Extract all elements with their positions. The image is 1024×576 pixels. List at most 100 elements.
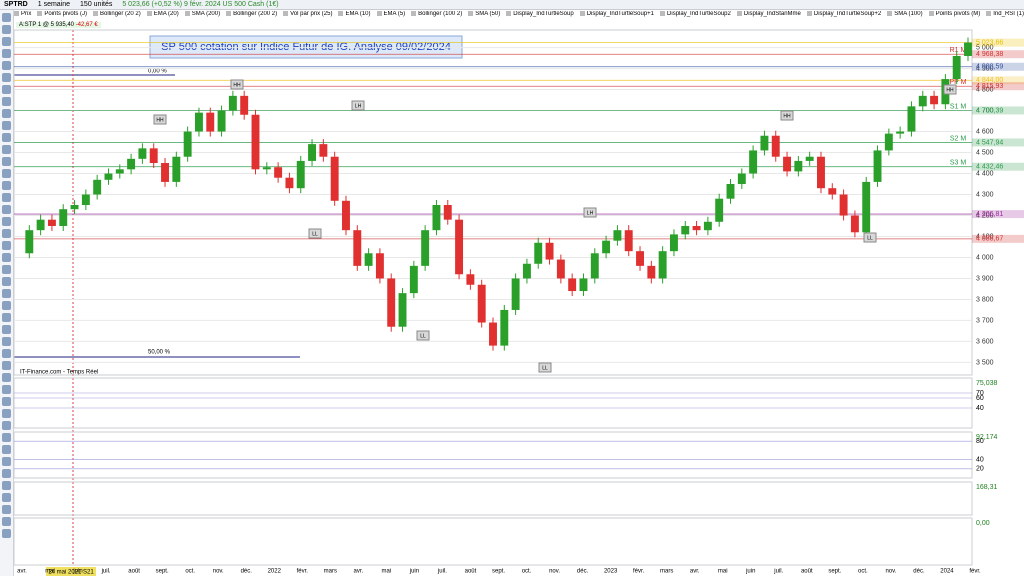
tool-icon[interactable] [2,361,11,370]
tool-icon[interactable] [2,217,11,226]
tool-icon[interactable] [2,397,11,406]
tool-icon[interactable] [2,469,11,478]
tool-icon[interactable] [2,421,11,430]
candle-body [681,225,690,235]
legend-item[interactable]: Bollinger (20 2) [93,11,141,21]
tool-icon[interactable] [2,373,11,382]
legend-item[interactable]: Display_IndTurtleSoup+2 [807,11,881,21]
panel-frame [13,517,973,566]
legend-item[interactable]: EMA (5) [377,11,406,21]
candle-body [217,110,226,132]
tool-icon[interactable] [2,289,11,298]
candle-body [522,263,531,279]
x-tick-label: avr. [17,569,27,575]
candle-body [308,144,317,161]
x-tick-label: févr. [633,569,645,575]
tool-icon[interactable] [2,457,11,466]
tool-icon[interactable] [2,325,11,334]
tool-icon[interactable] [2,97,11,106]
candle-body [194,112,203,132]
level-box [972,234,1024,243]
tool-icon[interactable] [2,193,11,202]
legend-item[interactable]: Points pivots (M) [929,11,981,21]
tool-icon[interactable] [2,205,11,214]
x-tick-label: mai [382,569,392,575]
indicator-legend: Prix Points pivots (J) Bollinger (20 2) EMA… [14,11,1024,21]
legend-item[interactable]: Display_IndTurtleSoup+1 [580,11,654,21]
tool-icon[interactable] [2,493,11,502]
candle-body [579,278,588,292]
tool-icon[interactable] [2,481,11,490]
swing-label: LH [355,103,362,109]
tool-icon[interactable] [2,241,11,250]
legend-item[interactable]: Display_IndStanMme [737,11,801,21]
x-tick-label: févr. [297,569,309,575]
x-tick-label: nov. [549,569,560,575]
tool-icon[interactable] [2,265,11,274]
candle-body [104,173,113,180]
legend-item[interactable]: SMA (50) [468,11,500,21]
tool-icon[interactable] [2,301,11,310]
candle-body [636,251,644,266]
tool-icon[interactable] [2,349,11,358]
tool-icon[interactable] [2,277,11,286]
y-tick-label: 4 600 [976,128,994,135]
candle-body [952,55,961,80]
tool-icon[interactable] [2,337,11,346]
tool-icon[interactable] [2,433,11,442]
legend-item[interactable]: Bollinger (200 2) [226,11,277,21]
x-tick-label: juin [72,569,82,575]
fibo-label: 0,00 % [148,69,167,75]
tool-icon[interactable] [2,121,11,130]
candle-body [240,95,249,115]
swing-label: LL [420,333,426,339]
tool-icon[interactable] [2,157,11,166]
tool-icon[interactable] [2,445,11,454]
tool-icon[interactable] [2,529,11,538]
tool-icon[interactable] [2,25,11,34]
tool-icon[interactable] [2,73,11,82]
tool-icon[interactable] [2,505,11,514]
legend-item[interactable]: Ind_RSI (1) [986,11,1024,21]
tool-icon[interactable] [2,313,11,322]
symbol[interactable]: SPTRD [4,1,28,8]
panel-tick-label: 80 [976,438,984,445]
candle-body [613,230,622,241]
tool-icon[interactable] [2,37,11,46]
candle-body [817,156,825,189]
legend-item[interactable]: Display_IndTurtleSoup [506,11,573,21]
tool-icon[interactable] [2,49,11,58]
legend-item[interactable]: EMA (10) [338,11,370,21]
tool-icon[interactable] [2,385,11,394]
legend-item[interactable]: Display_IndTurtleSoup2 [660,11,731,21]
candle-body [398,293,407,327]
tool-icon[interactable] [2,61,11,70]
units[interactable]: 150 unités [80,1,113,8]
level-label: 4 968,38 [976,51,1003,58]
y-tick-label: 4 700 [976,107,994,114]
tool-icon[interactable] [2,169,11,178]
tool-icon[interactable] [2,409,11,418]
legend-item[interactable]: Prix [14,11,31,21]
legend-item[interactable]: Points pivots (J) [37,11,87,21]
legend-item[interactable]: Bollinger (100 2) [411,11,462,21]
tool-icon[interactable] [2,85,11,94]
level-label: 4 206,81 [976,211,1003,218]
period[interactable]: 1 semaine [37,1,71,8]
tool-icon[interactable] [2,253,11,262]
legend-item[interactable]: SMA (100) [887,11,922,21]
tool-icon[interactable] [2,13,11,22]
legend-item[interactable]: SMA (200) [185,11,220,21]
tool-icon[interactable] [2,109,11,118]
legend-item[interactable]: EMA (20) [147,11,179,21]
tool-icon[interactable] [2,229,11,238]
tool-icon[interactable] [2,181,11,190]
tool-icon[interactable] [2,517,11,526]
legend-item[interactable]: Vol par prix (25) [283,11,332,21]
candle-body [760,135,769,151]
tool-icon[interactable] [2,145,11,154]
x-tick-label: déc. [577,569,589,575]
tool-icon[interactable] [2,133,11,142]
